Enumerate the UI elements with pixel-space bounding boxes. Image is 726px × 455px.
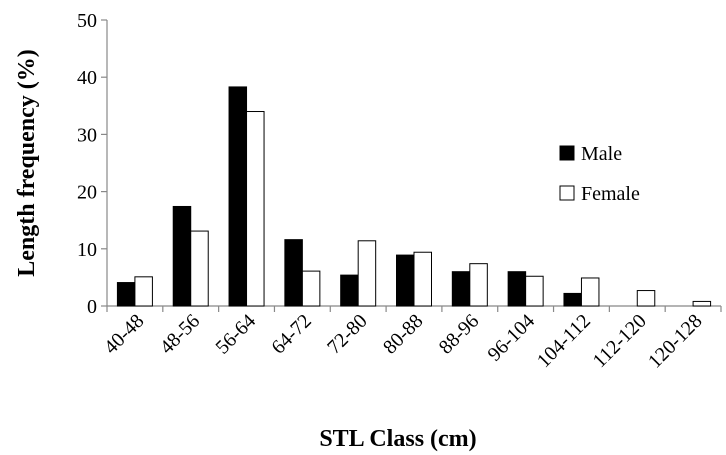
x-tick-label: 48-56 xyxy=(156,310,205,359)
x-tick-label: 40-48 xyxy=(100,310,149,359)
bar-female xyxy=(301,270,321,307)
y-axis-title: Length frequency (%) xyxy=(14,49,40,277)
bar-female xyxy=(357,240,377,307)
bar-female xyxy=(190,230,209,307)
x-tick-label: 72-80 xyxy=(323,310,372,359)
bar-female xyxy=(246,111,265,307)
y-tick-label: 40 xyxy=(77,67,97,89)
x-tick-label: 96-104 xyxy=(484,310,540,366)
y-tick-label: 20 xyxy=(77,182,97,204)
bar-female xyxy=(636,290,656,307)
x-tick-label: 112-120 xyxy=(589,310,651,372)
legend-swatch-male xyxy=(559,145,575,161)
x-axis-title: STL Class (cm) xyxy=(319,426,476,452)
x-tick-label: 88-96 xyxy=(435,310,484,359)
bar-male xyxy=(284,239,303,307)
x-axis: 40-48 48-56 56-64 64-72 72-80 80-88 88-96 96-10… xyxy=(100,305,722,373)
x-tick-label: 104-112 xyxy=(533,310,595,372)
x-tick-label: 56-64 xyxy=(212,310,261,359)
y-tick-label: 0 xyxy=(87,296,97,318)
legend-label-female: Female xyxy=(581,183,640,205)
bar-male xyxy=(172,205,192,307)
bar-male xyxy=(451,271,471,307)
bar-female xyxy=(469,263,488,307)
bar-female xyxy=(692,300,712,307)
bar-female xyxy=(525,275,544,307)
bar-male xyxy=(340,274,359,307)
legend: Male Female xyxy=(559,143,640,205)
bar-female xyxy=(580,277,600,307)
y-tick-label: 50 xyxy=(77,10,97,32)
legend-label-male: Male xyxy=(581,143,622,165)
bar-female xyxy=(134,276,153,307)
bar-male xyxy=(228,86,248,307)
bar-male xyxy=(563,292,582,307)
bar-female xyxy=(413,251,432,307)
y-axis: 0 10 20 30 40 50 xyxy=(77,10,108,318)
bar-male xyxy=(507,271,527,307)
x-tick-label: 64-72 xyxy=(267,310,316,359)
bar-male xyxy=(116,282,136,307)
y-tick-label: 10 xyxy=(77,239,97,261)
x-tick-label: 80-88 xyxy=(379,310,428,359)
bar-male xyxy=(396,254,415,307)
legend-swatch-female xyxy=(559,185,575,201)
x-tick-label: 120-128 xyxy=(644,310,707,373)
y-tick-label: 30 xyxy=(77,124,97,146)
bars xyxy=(116,86,712,307)
